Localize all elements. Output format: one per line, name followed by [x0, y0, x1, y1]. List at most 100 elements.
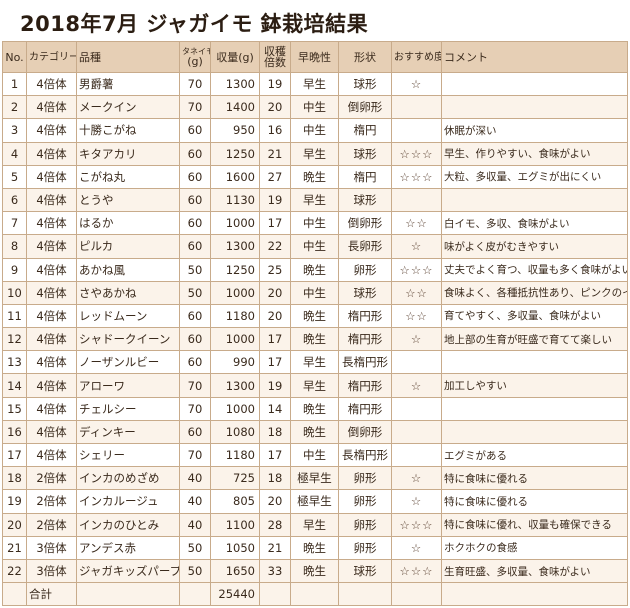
cell-recommend: ☆	[391, 466, 442, 491]
cell-variety: キタアカリ	[76, 141, 180, 166]
cell-no: 9	[2, 257, 27, 282]
cell-ratio: 17	[259, 327, 291, 352]
cell-comment: 地上部の生育が旺盛で育てて楽しい	[441, 327, 628, 352]
cell-maturity: 極早生	[290, 489, 339, 514]
table-row: 12 4倍体 シャドークイーン 60 1000 17 晩生 楕円形 ☆ 地上部の生育が旺盛で育てて…	[2, 327, 628, 352]
table-row: 20 2倍体 インカのひとみ 40 1100 28 早生 卵形 ☆☆☆ 特に食味に優れ、収量も確保…	[2, 512, 628, 537]
table-row: 9 4倍体 あかね風 50 1250 25 晩生 卵形 ☆☆☆ 丈夫でよく育つ、収量も多く食味がよ…	[2, 257, 628, 282]
cell-yield: 1300	[210, 71, 260, 97]
cell-no: 11	[2, 303, 27, 329]
cell-shape: 球形	[338, 558, 392, 584]
cell-shape: 卵形	[338, 257, 392, 282]
table-row: 8 4倍体 ピルカ 60 1300 22 中生 長卵形 ☆ 味がよく皮がむきやすい	[2, 234, 628, 259]
total-empty-comment	[441, 582, 628, 607]
cell-recommend: ☆☆	[391, 303, 442, 329]
cell-seed-weight: 50	[179, 535, 211, 560]
cell-no: 19	[2, 489, 27, 514]
cell-comment: 特に食味に優れる	[441, 466, 628, 491]
table-row: 15 4倍体 チェルシー 70 1000 14 晩生 楕円形	[2, 396, 628, 421]
cell-ratio: 19	[259, 71, 291, 97]
cell-recommend: ☆☆☆	[391, 512, 442, 537]
cell-category: 4倍体	[26, 71, 77, 97]
cell-no: 10	[2, 280, 27, 305]
cell-comment: 育てやすく、多収量、食味がよい	[441, 303, 628, 329]
table-body: 1 4倍体 男爵薯 70 1300 19 早生 球形 ☆ 2 4倍体 メークイン 70 1400 20 中生倒…	[2, 71, 628, 584]
cell-yield: 1000	[210, 280, 260, 305]
cell-seed-weight: 60	[179, 327, 211, 352]
cell-yield: 1080	[210, 419, 260, 445]
table-row: 7 4倍体 はるか 60 1000 17 中生 倒卵形 ☆☆ 白イモ、多収、食味がよい	[2, 211, 628, 236]
cell-shape: 倒卵形	[338, 419, 392, 445]
cell-ratio: 20	[259, 280, 291, 305]
cell-no: 12	[2, 327, 27, 352]
cell-category: 4倍体	[26, 95, 77, 120]
table-row: 19 2倍体 インカルージュ 40 805 20 極早生 卵形 ☆ 特に食味に優れる	[2, 489, 628, 514]
cell-recommend	[391, 419, 442, 445]
table-row: 17 4倍体 シェリー 70 1180 17 中生 長楕円形 エグミがある	[2, 442, 628, 468]
cell-ratio: 27	[259, 164, 291, 189]
header-ratio-line2: 倍数	[264, 56, 286, 69]
cell-recommend: ☆☆☆	[391, 164, 442, 189]
cell-recommend: ☆	[391, 71, 442, 97]
cell-ratio: 21	[259, 535, 291, 560]
cell-ratio: 20	[259, 303, 291, 329]
cell-variety: ジャガキッズパープル	[76, 558, 180, 584]
cell-shape: 楕円形	[338, 327, 392, 352]
cell-seed-weight: 60	[179, 211, 211, 236]
total-yield: 25440	[210, 582, 260, 607]
cell-comment: 特に食味に優れ、収量も確保できる	[441, 512, 628, 537]
cell-category: 4倍体	[26, 280, 77, 305]
cell-no: 6	[2, 187, 27, 213]
cell-yield: 1130	[210, 187, 260, 213]
cell-ratio: 20	[259, 95, 291, 120]
cell-recommend: ☆☆☆	[391, 558, 442, 584]
cell-shape: 楕円形	[338, 373, 392, 398]
header-comment: コメント	[441, 41, 628, 73]
cell-ratio: 28	[259, 512, 291, 537]
cell-maturity: 極早生	[290, 466, 339, 491]
cell-variety: あかね風	[76, 257, 180, 282]
table-row: 6 4倍体 とうや 60 1130 19 早生 球形	[2, 187, 628, 213]
cell-recommend	[391, 396, 442, 421]
table-row: 1 4倍体 男爵薯 70 1300 19 早生 球形 ☆	[2, 71, 628, 97]
cell-no: 13	[2, 350, 27, 375]
cell-shape: 倒卵形	[338, 95, 392, 120]
cell-ratio: 25	[259, 257, 291, 282]
total-empty-maturity	[290, 582, 339, 607]
cell-maturity: 晩生	[290, 396, 339, 421]
cell-ratio: 22	[259, 234, 291, 259]
cell-maturity: 晩生	[290, 558, 339, 584]
cell-yield: 725	[210, 466, 260, 491]
cell-category: 2倍体	[26, 512, 77, 537]
cell-variety: 男爵薯	[76, 71, 180, 97]
cell-ratio: 19	[259, 373, 291, 398]
cell-yield: 1300	[210, 373, 260, 398]
cell-shape: 球形	[338, 187, 392, 213]
cell-recommend: ☆	[391, 489, 442, 514]
cell-ratio: 16	[259, 118, 291, 143]
cell-shape: 楕円形	[338, 396, 392, 421]
cell-maturity: 晩生	[290, 535, 339, 560]
cell-no: 4	[2, 141, 27, 166]
cell-no: 22	[2, 558, 27, 584]
cell-ratio: 19	[259, 187, 291, 213]
cell-yield: 1000	[210, 327, 260, 352]
cell-variety: シャドークイーン	[76, 327, 180, 352]
table-row: 10 4倍体 さやあかね 50 1000 20 中生 球形 ☆☆ 食味よく、各種抵抗性あり、ピンク…	[2, 280, 628, 305]
header-tuber-line1: タネイモ	[182, 47, 210, 56]
cell-comment: ホクホクの食感	[441, 535, 628, 560]
cell-yield: 1650	[210, 558, 260, 584]
cell-comment: 休眠が深い	[441, 118, 628, 143]
cell-comment: 生育旺盛、多収量、食味がよい	[441, 558, 628, 584]
cell-variety: チェルシー	[76, 396, 180, 421]
cell-shape: 卵形	[338, 512, 392, 537]
cell-maturity: 晩生	[290, 164, 339, 189]
header-category: カテゴリー	[26, 41, 77, 73]
cell-category: 4倍体	[26, 327, 77, 352]
cell-category: 4倍体	[26, 419, 77, 445]
cell-comment	[441, 71, 628, 97]
total-empty-seed	[179, 582, 211, 607]
cell-category: 4倍体	[26, 373, 77, 398]
cell-shape: 長楕円形	[338, 350, 392, 375]
cell-yield: 1400	[210, 95, 260, 120]
